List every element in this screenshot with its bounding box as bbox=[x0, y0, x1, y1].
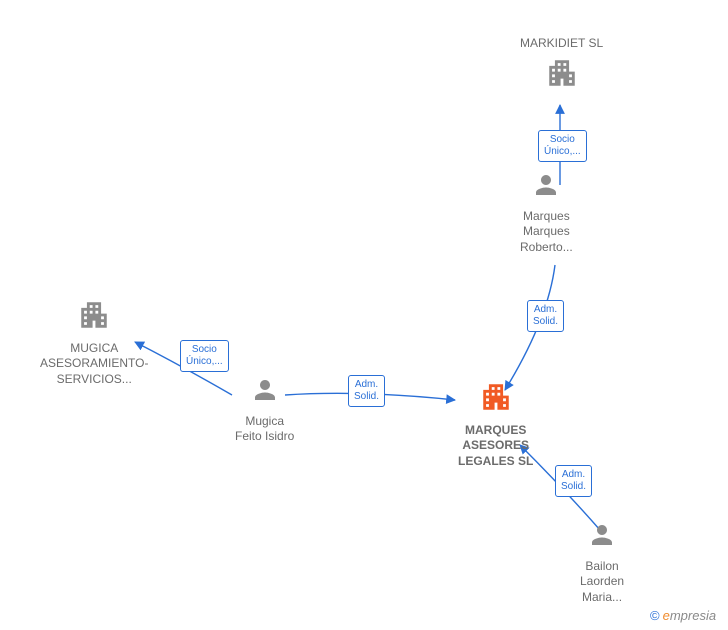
person-icon bbox=[520, 170, 573, 205]
diagram-canvas: MARKIDIET SL Marques Marques Roberto... … bbox=[0, 0, 728, 630]
node-marques-roberto[interactable]: Marques Marques Roberto... bbox=[520, 170, 573, 255]
node-label: MARKIDIET SL bbox=[520, 36, 603, 52]
node-label: MARQUES ASESORES LEGALES SL bbox=[458, 423, 533, 470]
node-marques-asesores[interactable]: MARQUES ASESORES LEGALES SL bbox=[458, 380, 533, 469]
person-icon bbox=[235, 375, 294, 410]
edge-label: Socio Único,... bbox=[538, 130, 587, 162]
building-icon bbox=[40, 298, 148, 337]
node-label: Marques Marques Roberto... bbox=[520, 209, 573, 256]
edge-label: Socio Único,... bbox=[180, 340, 229, 372]
node-label: Mugica Feito Isidro bbox=[235, 414, 294, 445]
person-icon bbox=[580, 520, 624, 555]
node-mugica-company[interactable]: MUGICA ASESORAMIENTO- SERVICIOS... bbox=[40, 298, 148, 387]
edge-label: Adm. Solid. bbox=[348, 375, 385, 407]
edge-label: Adm. Solid. bbox=[527, 300, 564, 332]
node-label: Bailon Laorden Maria... bbox=[580, 559, 624, 606]
node-bailon[interactable]: Bailon Laorden Maria... bbox=[580, 520, 624, 605]
building-icon bbox=[458, 380, 533, 419]
node-mugica-person[interactable]: Mugica Feito Isidro bbox=[235, 375, 294, 445]
node-label: MUGICA ASESORAMIENTO- SERVICIOS... bbox=[40, 341, 148, 388]
node-markidiet[interactable]: MARKIDIET SL bbox=[520, 36, 603, 98]
building-icon bbox=[520, 56, 603, 95]
copyright-symbol: © bbox=[650, 608, 660, 623]
edge-label: Adm. Solid. bbox=[555, 465, 592, 497]
watermark: ©empresia bbox=[650, 608, 716, 623]
